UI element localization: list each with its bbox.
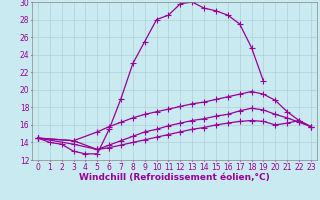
X-axis label: Windchill (Refroidissement éolien,°C): Windchill (Refroidissement éolien,°C) [79, 173, 270, 182]
